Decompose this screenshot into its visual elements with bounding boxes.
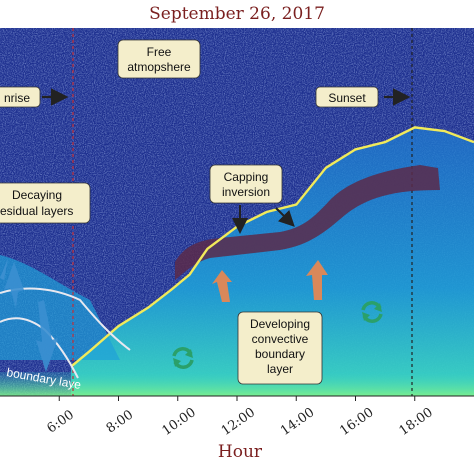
x-axis-label: Hour (217, 442, 263, 462)
x-tick-label: 8:00 (104, 408, 137, 437)
capping-inversion-band (175, 165, 440, 280)
developing-label-line4: layer (267, 362, 293, 376)
sunrise-box: nrise (0, 86, 41, 108)
developing-label-line3: boundary (255, 347, 305, 361)
x-tick-label: 6:00 (44, 408, 77, 437)
capping-pointer-arrow (275, 207, 295, 227)
free-atmosphere-label-line1: Free (147, 45, 172, 59)
x-tick-label: 12:00 (219, 405, 258, 439)
sunset-label: Sunset (328, 91, 366, 105)
capping-inversion-box: Capping inversion (209, 164, 283, 204)
x-tick-label: 10:00 (160, 405, 199, 439)
chart-title: September 26, 2017 (149, 4, 325, 24)
decaying-label-line1: Decaying (12, 188, 62, 202)
surface-layer (0, 372, 474, 396)
free-atmosphere-box: Free atmopshere (117, 39, 201, 79)
recycle-icon (361, 301, 383, 323)
sunset-box: Sunset (315, 86, 379, 108)
developing-label-line2: convective (252, 332, 309, 346)
recycle-icon (172, 347, 194, 369)
rising-arrow (212, 270, 232, 302)
rising-arrow (306, 260, 328, 300)
rising-arrows (212, 260, 328, 302)
free-atmosphere-label-line2: atmopshere (127, 60, 191, 74)
residual-layer-signal (0, 255, 120, 360)
x-tick-label: 18:00 (397, 405, 436, 439)
descending-arrow (0, 258, 8, 280)
capping-label-line2: inversion (222, 185, 270, 199)
descending-arrows (0, 258, 58, 372)
developing-label-line1: Developing (250, 317, 310, 331)
capping-label-line1: Capping (224, 170, 269, 184)
descending-arrow (36, 300, 58, 372)
x-tick-label: 16:00 (337, 405, 376, 439)
decaying-residual-box: Decaying esidual layers (0, 182, 91, 224)
x-axis-ticks: 6:00 8:00 10:00 12:00 14:00 16:00 18:00 (44, 396, 436, 439)
sunrise-label: nrise (4, 91, 30, 105)
developing-cbl-box: Developing convective boundary layer (237, 311, 323, 385)
x-tick-label: 14:00 (278, 405, 317, 439)
descending-arrow (4, 262, 24, 308)
boundary-layer-height-line (70, 126, 474, 368)
decaying-label-line2: esidual layers (0, 204, 73, 218)
